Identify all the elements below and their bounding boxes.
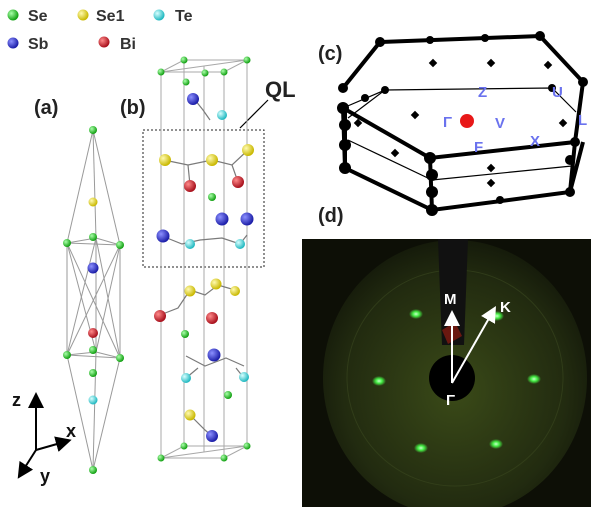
legend-label-se: Se bbox=[28, 8, 48, 25]
bz-label-f: F bbox=[474, 139, 483, 156]
atom-se bbox=[116, 241, 124, 249]
atom-sb bbox=[156, 229, 170, 243]
atom-se bbox=[243, 442, 251, 450]
rhombohedral-cell bbox=[66, 129, 121, 471]
rhombohedral-atoms bbox=[63, 126, 124, 474]
legend-swatch-se bbox=[7, 9, 19, 21]
panel-label-b: (b) bbox=[120, 97, 146, 119]
atom-se bbox=[181, 330, 189, 338]
atom-se bbox=[201, 69, 209, 77]
panel-label-c: (c) bbox=[318, 43, 342, 65]
atom-se bbox=[180, 442, 188, 450]
atom-se1 bbox=[206, 154, 218, 166]
atom-sb bbox=[187, 93, 199, 105]
atom-se1 bbox=[88, 197, 98, 207]
bz-high-symmetry-labels: Z U L Γ V F X bbox=[443, 84, 587, 156]
atom-se bbox=[220, 454, 228, 462]
atom-se bbox=[89, 233, 97, 241]
atom-se bbox=[89, 369, 97, 377]
atom-bi bbox=[184, 180, 196, 192]
atom-se1 bbox=[159, 154, 171, 166]
legend-swatch-te bbox=[153, 9, 165, 21]
atom-bi bbox=[154, 310, 166, 322]
axis-label-y: y bbox=[40, 466, 50, 486]
legend-swatch-sb bbox=[7, 37, 19, 49]
atom-se bbox=[180, 56, 188, 64]
leed-spots bbox=[372, 309, 541, 453]
ql-arrow bbox=[239, 99, 269, 129]
atom-se bbox=[243, 56, 251, 64]
hexagonal-cell bbox=[160, 59, 248, 459]
coordinate-axes bbox=[17, 392, 72, 479]
atom-te bbox=[88, 395, 98, 405]
bz-label-x: X bbox=[530, 133, 540, 150]
atom-se1 bbox=[184, 409, 196, 421]
atom-se bbox=[220, 68, 228, 76]
atom-sb bbox=[87, 262, 99, 274]
atom-se1 bbox=[230, 286, 240, 296]
atom-se1 bbox=[210, 278, 222, 290]
legend-label-te: Te bbox=[175, 8, 193, 25]
bz-label-gamma: Γ bbox=[443, 114, 452, 131]
legend-swatch-se1 bbox=[77, 9, 89, 21]
leed-arrow-k bbox=[451, 306, 496, 384]
atom-se bbox=[157, 68, 165, 76]
gamma-point-dot bbox=[460, 114, 474, 128]
atom-sb bbox=[215, 212, 229, 226]
atom-se bbox=[89, 126, 97, 134]
bz-label-z: Z bbox=[478, 84, 487, 101]
atom-se1 bbox=[184, 285, 196, 297]
atom-se bbox=[89, 466, 97, 474]
atom-se bbox=[89, 346, 97, 354]
legend: Se Se1 Te Sb Bi bbox=[7, 8, 193, 53]
atom-se bbox=[157, 454, 165, 462]
atom-se bbox=[182, 78, 190, 86]
atom-se bbox=[208, 193, 216, 201]
bz-label-v: V bbox=[495, 115, 505, 132]
leed-label-m: M bbox=[444, 291, 457, 308]
brillouin-zone-vertices bbox=[337, 31, 588, 216]
atom-te bbox=[185, 239, 195, 249]
panel-label-d: (d) bbox=[318, 205, 344, 227]
atom-se1 bbox=[242, 144, 254, 156]
leed-label-k: K bbox=[500, 299, 511, 316]
atom-te bbox=[217, 110, 227, 120]
atom-te bbox=[239, 372, 249, 382]
hexagonal-atoms bbox=[154, 56, 254, 462]
legend-label-bi: Bi bbox=[120, 36, 136, 53]
atom-se bbox=[224, 391, 232, 399]
legend-swatch-bi bbox=[98, 36, 110, 48]
atom-te bbox=[181, 373, 191, 383]
atom-se bbox=[116, 354, 124, 362]
atom-se bbox=[63, 351, 71, 359]
axis-label-x: x bbox=[66, 421, 76, 441]
bz-label-u: U bbox=[552, 84, 563, 101]
atom-sb bbox=[240, 212, 254, 226]
legend-label-se1: Se1 bbox=[96, 8, 125, 25]
leed-pattern: M K Γ bbox=[302, 239, 591, 507]
ql-label: QL bbox=[265, 77, 296, 102]
atom-sb bbox=[206, 430, 218, 442]
leed-label-gamma: Γ bbox=[446, 392, 455, 409]
atom-te bbox=[235, 239, 245, 249]
bz-label-l: L bbox=[578, 112, 587, 129]
panel-label-a: (a) bbox=[34, 97, 58, 119]
atom-sb bbox=[207, 348, 221, 362]
atom-se bbox=[63, 239, 71, 247]
atom-bi bbox=[232, 176, 244, 188]
atom-bi bbox=[88, 328, 98, 338]
axis-label-z: z bbox=[12, 390, 21, 410]
atom-bi bbox=[206, 312, 218, 324]
legend-label-sb: Sb bbox=[28, 36, 49, 53]
